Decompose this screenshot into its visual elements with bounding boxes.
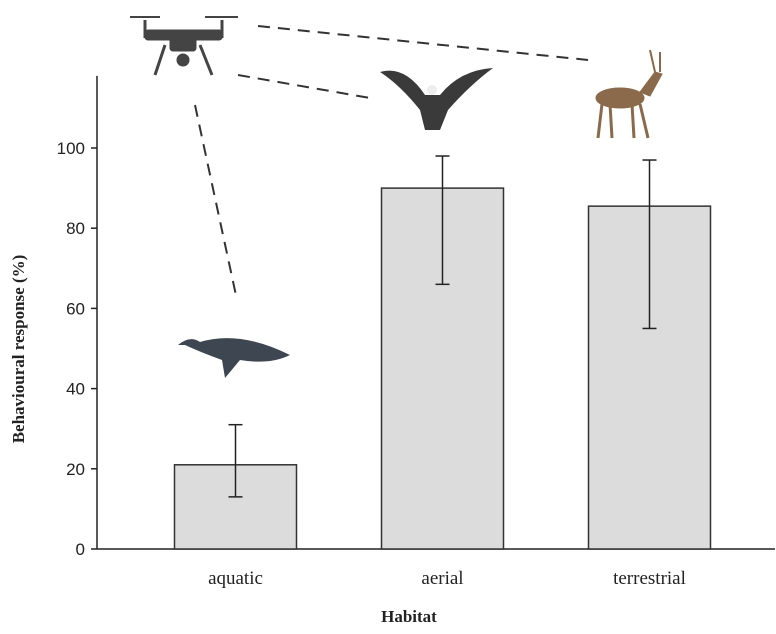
whale-icon <box>178 338 290 378</box>
x-tick-label: aerial <box>421 568 463 589</box>
x-tick-label: aquatic <box>208 568 263 589</box>
y-tick-label: 60 <box>66 299 85 318</box>
y-axis-label: Behavioural response (%) <box>9 255 28 444</box>
chart: Habitat Behavioural response (%) 0 20 40 60… <box>0 0 776 634</box>
drone-icon <box>130 17 238 75</box>
bird-icon <box>380 68 493 130</box>
x-tick-label: terrestrial <box>613 568 686 589</box>
x-axis-label: Habitat <box>381 607 437 626</box>
antelope-icon <box>596 50 662 138</box>
y-tick-label: 80 <box>66 219 85 238</box>
y-tick-label: 40 <box>66 380 85 399</box>
y-tick-label: 0 <box>76 540 85 559</box>
y-tick-label: 20 <box>66 460 85 479</box>
y-tick-label: 100 <box>57 139 85 158</box>
